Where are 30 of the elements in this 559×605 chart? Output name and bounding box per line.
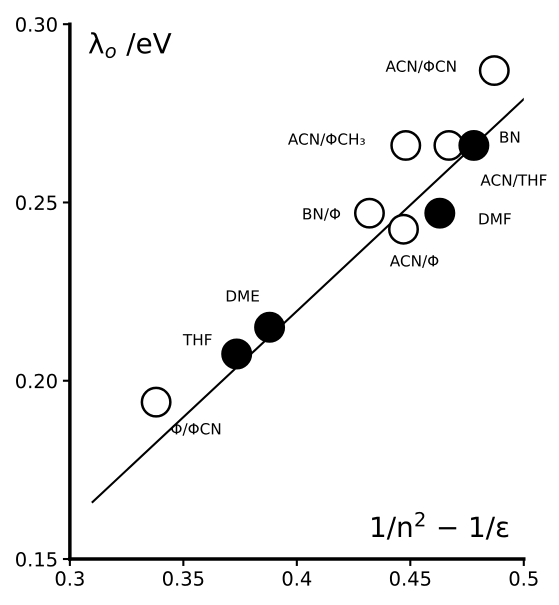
point	[221, 338, 252, 370]
annotation: THF	[182, 334, 212, 346]
y-tick-label: 0.25	[16, 195, 56, 210]
x-tick-label: 0.35	[162, 571, 204, 586]
annotation: ACN/Φ	[390, 255, 438, 268]
point	[254, 312, 286, 343]
x-tick-label: 0.5	[510, 571, 538, 586]
point	[140, 386, 172, 418]
point	[478, 55, 510, 86]
annotation: Φ/ΦCN	[171, 423, 220, 436]
point	[458, 130, 490, 161]
x-tick-label: 0.4	[282, 571, 312, 586]
x-tick-label: 0.3	[56, 571, 84, 586]
annotation: ACN/ΦCH₃	[288, 133, 365, 146]
point	[388, 214, 419, 245]
y-tick-label: 0.20	[16, 374, 57, 388]
y-tick-label: 0.30	[16, 17, 57, 32]
annotation: BN	[500, 132, 520, 143]
annotation: ACN/THF	[480, 174, 547, 188]
annotation: DMF	[479, 213, 511, 224]
annotation: BN/Φ	[303, 208, 340, 221]
point	[354, 198, 385, 229]
annotation: DME	[226, 290, 259, 302]
x-tick-label: 0.45	[390, 571, 430, 586]
annotation: ACN/ΦCN	[386, 60, 456, 74]
point	[390, 130, 422, 161]
y-tick-label: 0.15	[16, 552, 56, 567]
point	[424, 198, 456, 229]
y-axis-title: λ$_{o}$ /eV	[88, 32, 172, 58]
x-axis-title: 1/n$^{2}$ − 1/ε	[372, 512, 508, 540]
